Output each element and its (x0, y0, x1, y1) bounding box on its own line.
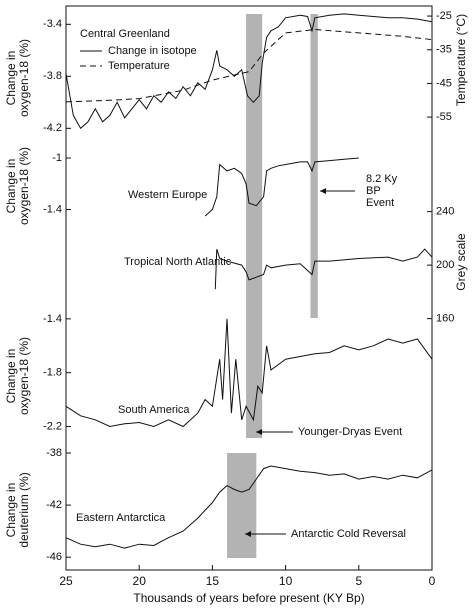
x-tick-label: 0 (429, 574, 436, 588)
series-line (204, 157, 359, 217)
y-axis-label: Change in (4, 51, 18, 106)
annotation: 8.2 Ky (366, 173, 398, 185)
y-axis-label: Change in (4, 159, 18, 214)
panel-title: South America (118, 404, 190, 416)
y-axis-label: oxygen-18 (%) (17, 147, 31, 225)
y2-tick-label: 160 (436, 313, 454, 325)
y2-tick-label: -45 (436, 77, 452, 89)
x-tick-label: 10 (279, 574, 293, 588)
y-axis-label: Change in (4, 483, 18, 538)
arrow-head (256, 429, 262, 435)
y-tick-label: -2.2 (43, 420, 62, 432)
annotation: Event (366, 197, 394, 209)
y2-tick-label: 240 (436, 206, 454, 218)
event-bands (227, 14, 318, 558)
y-axis-label: oxygen-18 (%) (17, 39, 31, 117)
panel-title: Tropical North Atlantic (124, 256, 232, 268)
y-tick-label: -46 (46, 551, 62, 563)
y-axis-label: Change in (4, 349, 18, 404)
y-tick-label: -1.8 (43, 367, 62, 379)
x-tick-label: 15 (206, 574, 220, 588)
panel-title: Central Greenland (80, 28, 170, 40)
x-tick-label: 5 (355, 574, 362, 588)
annotation: BP (366, 185, 381, 197)
y-tick-label: -1.4 (43, 313, 62, 325)
y2-axis-label: Grey scale (454, 233, 468, 291)
series-line (65, 13, 433, 130)
panel-title: Western Europe (128, 189, 207, 201)
series-line (214, 248, 433, 290)
y-axis-label: oxygen-18 (%) (17, 337, 31, 415)
y-tick-label: -42 (46, 499, 62, 511)
arrow-head (245, 531, 251, 537)
y2-tick-label: 200 (436, 259, 454, 271)
event-band (310, 14, 318, 318)
arrow-head (320, 188, 326, 194)
event-band (227, 453, 257, 558)
series-line (65, 465, 433, 549)
y-tick-label: -3.4 (43, 18, 62, 30)
x-axis-label: Thousands of years before present (KY Bp… (133, 591, 364, 605)
y-tick-label: -3.8 (43, 70, 62, 82)
y-tick-label: -1 (52, 152, 62, 164)
series-line (65, 28, 433, 103)
frame (65, 5, 433, 571)
x-tick-label: 25 (59, 574, 73, 588)
annotation: Antarctic Cold Reversal (291, 528, 406, 540)
y2-axis-label: Temperature (°C) (454, 14, 468, 106)
y2-tick-label: -35 (436, 44, 452, 56)
panel-title: Eastern Antarctica (76, 512, 166, 524)
legend-label: Change in isotope (108, 45, 197, 57)
y-tick-label: -38 (46, 447, 62, 459)
event-band (246, 14, 263, 438)
y2-tick-label: -55 (436, 111, 452, 123)
series-line (65, 318, 433, 428)
y-tick-label: -4.2 (43, 122, 62, 134)
x-tick-label: 20 (133, 574, 147, 588)
annotation: Younger-Dryas Event (298, 426, 402, 438)
y2-tick-label: -25 (436, 10, 452, 22)
y-axis-label: deuterium (%) (17, 472, 31, 547)
y-tick-label: -1.4 (43, 203, 62, 215)
legend-label: Temperature (108, 60, 170, 72)
